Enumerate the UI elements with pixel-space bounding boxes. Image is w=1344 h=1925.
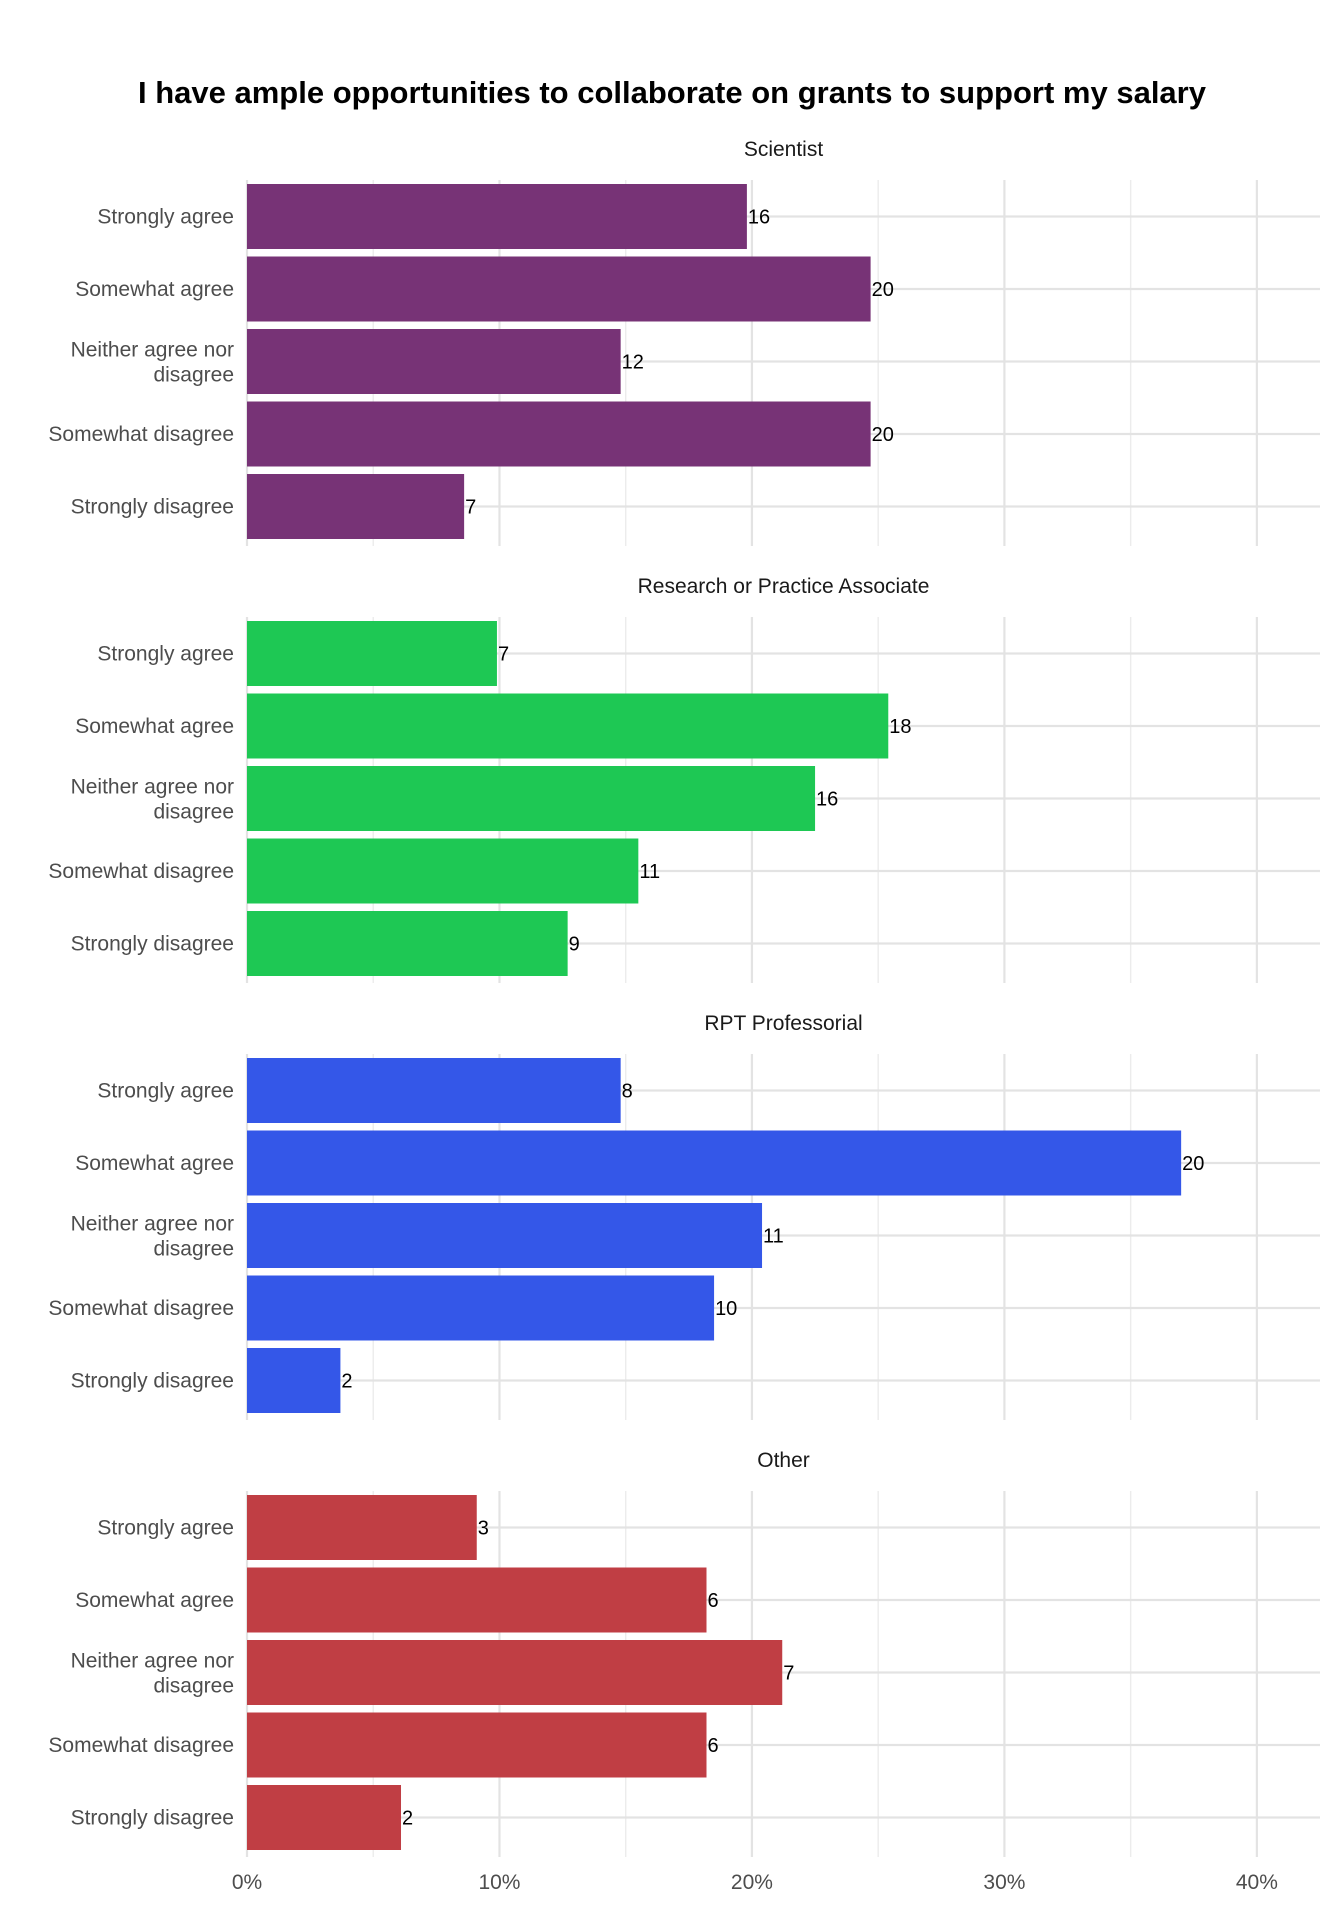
category-label-line: disagree <box>153 1238 234 1261</box>
bar <box>247 329 621 394</box>
bar <box>247 621 497 686</box>
category-label: Somewhat disagree <box>48 1297 234 1320</box>
category-label: Somewhat agree <box>75 278 234 301</box>
facet-title: Other <box>757 1449 810 1472</box>
x-tick-label: 10% <box>478 1871 520 1894</box>
category-label-line: Neither agree nor <box>71 339 234 362</box>
data-label: 20 <box>872 279 894 301</box>
bar <box>247 256 871 322</box>
category-label: Strongly disagree <box>71 933 234 956</box>
bar <box>247 1640 783 1705</box>
data-label: 20 <box>1182 1153 1204 1175</box>
bar <box>247 474 465 539</box>
data-label: 3 <box>478 1518 489 1540</box>
bar <box>247 184 747 249</box>
facet-title: Scientist <box>744 138 824 161</box>
category-label: Strongly disagree <box>71 1370 234 1393</box>
category-label: Strongly disagree <box>71 496 234 519</box>
data-label: 16 <box>816 789 838 811</box>
category-label-line: disagree <box>153 801 234 824</box>
x-tick-label: 30% <box>983 1871 1025 1894</box>
category-label: Somewhat disagree <box>48 1734 234 1757</box>
category-label: Somewhat agree <box>75 1589 234 1612</box>
category-label: Strongly agree <box>97 1517 234 1540</box>
data-label: 11 <box>763 1226 784 1248</box>
bar <box>247 766 816 831</box>
bar <box>247 1203 763 1268</box>
data-label: 10 <box>715 1298 737 1320</box>
bar <box>247 1348 341 1413</box>
bar <box>247 1712 707 1778</box>
data-label: 6 <box>707 1735 718 1757</box>
category-label-line: Neither agree nor <box>71 776 234 799</box>
bar <box>247 1058 621 1123</box>
data-label: 8 <box>622 1081 633 1103</box>
category-label: Neither agree nor disagree <box>71 1650 234 1698</box>
bar <box>247 1275 715 1341</box>
bar <box>247 401 871 467</box>
facet-panel: Scientist 16 Strongly agree 20 Somewhat agre… <box>48 138 1320 546</box>
facet-panel: RPT Professorial 8 Strongly agree 20 Somewha… <box>48 1012 1320 1420</box>
data-label: 20 <box>872 424 894 446</box>
category-label: Neither agree nor disagree <box>71 1213 234 1261</box>
facet-title: Research or Practice Associate <box>638 575 930 598</box>
category-label-line: Neither agree nor <box>71 1650 234 1673</box>
bar <box>247 838 639 904</box>
data-label: 9 <box>569 934 580 956</box>
data-label: 2 <box>402 1808 413 1830</box>
category-label-line: disagree <box>153 1675 234 1698</box>
category-label: Somewhat disagree <box>48 423 234 446</box>
data-label: 16 <box>748 207 770 229</box>
data-label: 6 <box>707 1590 718 1612</box>
bar <box>247 1495 477 1560</box>
facet-title: RPT Professorial <box>704 1012 862 1035</box>
data-label: 2 <box>341 1371 352 1393</box>
data-label: 7 <box>498 644 509 666</box>
bar <box>247 1130 1182 1196</box>
category-label: Somewhat agree <box>75 1152 234 1175</box>
bar <box>247 1567 707 1633</box>
chart-title: I have ample opportunities to collaborat… <box>138 75 1207 110</box>
category-label: Neither agree nor disagree <box>71 776 234 824</box>
data-label: 7 <box>465 497 476 519</box>
x-tick-label: 0% <box>232 1871 262 1894</box>
data-label: 11 <box>639 861 660 883</box>
facets-layer: Scientist 16 Strongly agree 20 Somewhat agre… <box>48 138 1320 1857</box>
category-label: Somewhat agree <box>75 715 234 738</box>
category-label: Strongly agree <box>97 1080 234 1103</box>
category-label: Neither agree nor disagree <box>71 339 234 387</box>
data-label: 18 <box>889 716 911 738</box>
category-label-line: disagree <box>153 364 234 387</box>
x-tick-label: 40% <box>1236 1871 1278 1894</box>
facet-panel: Other 3 Strongly agree 6 Somewhat agree 7 Neit… <box>48 1449 1320 1857</box>
bar <box>247 911 568 976</box>
data-label: 12 <box>622 352 644 374</box>
x-tick-label: 20% <box>731 1871 773 1894</box>
category-label: Strongly disagree <box>71 1807 234 1830</box>
category-label-line: Neither agree nor <box>71 1213 234 1236</box>
category-label: Strongly agree <box>97 206 234 229</box>
category-label: Somewhat disagree <box>48 860 234 883</box>
data-label: 7 <box>783 1663 794 1685</box>
category-label: Strongly agree <box>97 643 234 666</box>
facet-panel: Research or Practice Associate 7 Strongly … <box>48 575 1320 983</box>
x-axis: 0% 10% 20% 30% 40% <box>232 1871 1278 1894</box>
bar <box>247 1785 402 1850</box>
bar <box>247 693 889 759</box>
